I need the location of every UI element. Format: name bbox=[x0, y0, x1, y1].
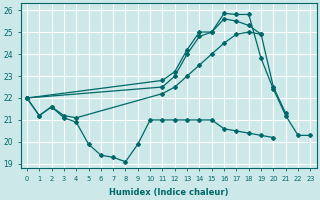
X-axis label: Humidex (Indice chaleur): Humidex (Indice chaleur) bbox=[109, 188, 228, 197]
